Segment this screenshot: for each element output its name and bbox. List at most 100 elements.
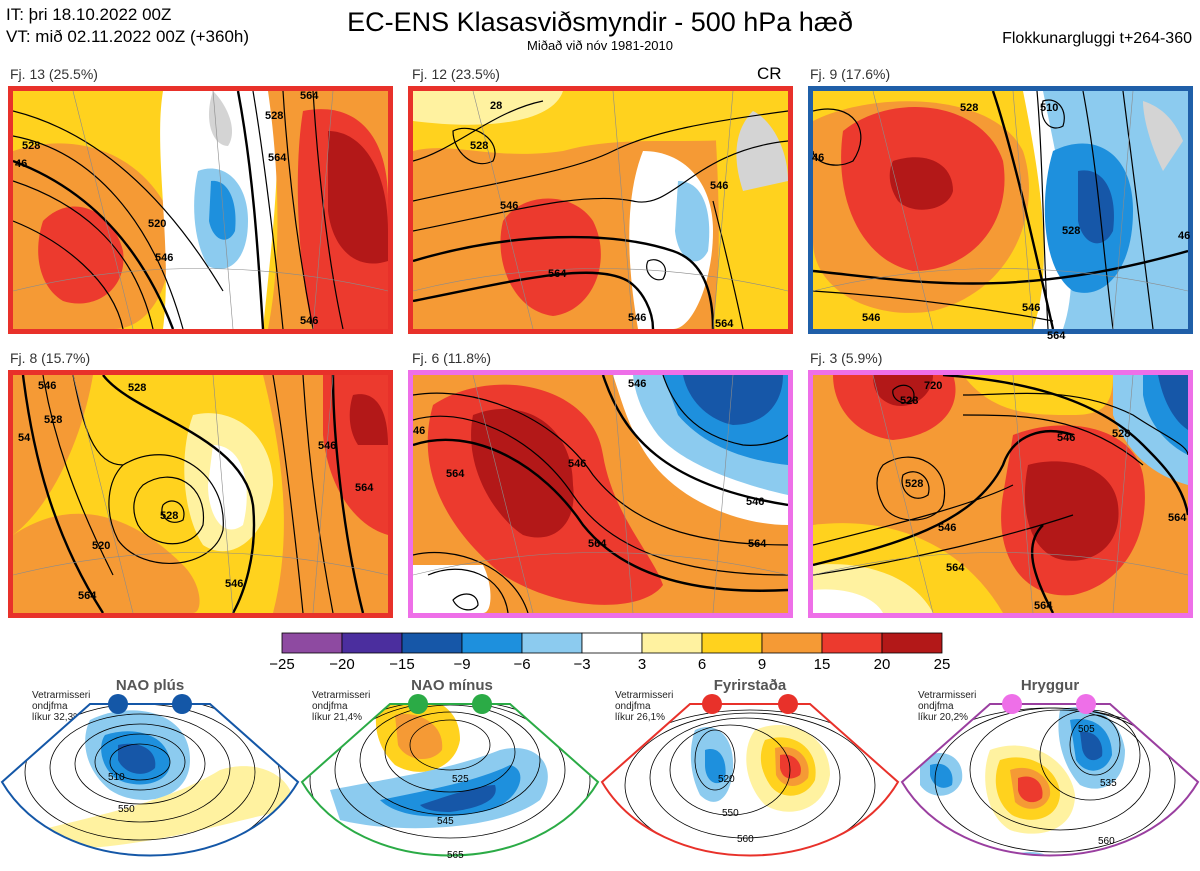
init-time: IT: þri 18.10.2022 00Z xyxy=(6,5,172,24)
cluster-map-3[interactable] xyxy=(808,370,1193,618)
contour-label: 528 xyxy=(44,414,63,426)
anomaly-map xyxy=(413,375,788,613)
colorbar-tick-label: 9 xyxy=(757,656,767,673)
contour-label: 564 xyxy=(748,538,767,550)
contour-label: 528 xyxy=(900,395,919,407)
contour-label: 564 xyxy=(946,562,965,574)
regime-title-blocking: Fyrirstaða xyxy=(713,677,787,694)
contour-label: 564 xyxy=(1047,330,1066,342)
classification-window: Flokkunargluggi t+264-360 xyxy=(1002,30,1192,47)
colorbar-cell xyxy=(401,632,463,654)
contour-label: 564 xyxy=(715,318,734,330)
contour-label: 528 xyxy=(1112,428,1131,440)
contour-label: 550 xyxy=(118,804,135,815)
contour-label: 546 xyxy=(1022,302,1041,314)
regime-note-blocking: Vetrarmisseri ondjfma líkur 26,1% xyxy=(615,690,674,723)
colorbar xyxy=(281,632,943,654)
regime-note-nao-plus: Vetrarmisseri ondjfma líkur 32,3% xyxy=(32,690,91,723)
colorbar-tick-label: 15 xyxy=(813,656,831,673)
colorbar-tick-label: 6 xyxy=(697,656,707,673)
contour-label: 560 xyxy=(737,834,754,845)
contour-label: 564 xyxy=(1034,600,1053,612)
colorbar-tick-label: 25 xyxy=(933,656,951,673)
contour-label: 546 xyxy=(710,180,729,192)
contour-label: 546 xyxy=(628,378,647,390)
anomaly-map xyxy=(13,375,388,613)
regime-maps: 510 550 525 545 565 520 550 xyxy=(0,694,1200,861)
regime-map-ridge xyxy=(902,704,1198,856)
anomaly-map xyxy=(813,91,1188,329)
colorbar-cell xyxy=(461,632,523,654)
contour-label: 546 xyxy=(938,522,957,534)
contour-label: 546 xyxy=(628,312,647,324)
colorbar-tick-label: 20 xyxy=(873,656,891,673)
contour-label: 54 xyxy=(18,432,31,444)
colorbar-cell xyxy=(281,632,343,654)
contour-label: 546 xyxy=(746,496,765,508)
colorbar-tick-label: −9 xyxy=(453,656,471,673)
cluster-map-13[interactable] xyxy=(8,86,393,334)
contour-label: 546 xyxy=(155,252,174,264)
contour-label: 28 xyxy=(490,100,503,112)
contour-label: 564 xyxy=(268,152,287,164)
contour-label: 46 xyxy=(1178,230,1191,242)
colorbar-tick-label: 3 xyxy=(637,656,647,673)
page-title: EC-ENS Klasasviðsmyndir - 500 hPa hæð xyxy=(347,7,853,37)
contour-label: 528 xyxy=(960,102,979,114)
contour-label: 546 xyxy=(500,200,519,212)
colorbar-cell xyxy=(881,632,943,654)
contour-label: 564 xyxy=(1168,512,1187,524)
contour-label: 510 xyxy=(108,772,125,783)
contour-label: 528 xyxy=(470,140,489,152)
contour-label: 546 xyxy=(225,578,244,590)
contour-label: 565 xyxy=(447,850,464,861)
contour-label: 528 xyxy=(1062,225,1081,237)
contour-label: 564 xyxy=(548,268,567,280)
contour-label: 546 xyxy=(300,315,319,327)
contour-label: 46 xyxy=(812,152,825,164)
colorbar-cell xyxy=(341,632,403,654)
control-run-marker: CR xyxy=(757,64,782,83)
contour-label: 528 xyxy=(265,110,284,122)
valid-time: VT: mið 02.11.2022 00Z (+360h) xyxy=(6,27,250,46)
cluster-map-9[interactable] xyxy=(808,86,1193,334)
contour-label: 546 xyxy=(568,458,587,470)
contour-label: 560 xyxy=(1098,836,1115,847)
colorbar-tick-label: −25 xyxy=(269,656,295,673)
colorbar-cell xyxy=(761,632,823,654)
cluster-map-8[interactable] xyxy=(8,370,393,618)
contour-label: 525 xyxy=(452,774,469,785)
colorbar-tick-label: −15 xyxy=(389,656,415,673)
contour-label: 510 xyxy=(1040,102,1059,114)
contour-label: 46 xyxy=(413,425,426,437)
cluster-map-6[interactable] xyxy=(408,370,793,618)
cluster-label-3: Fj. 9 (17.6%) xyxy=(810,66,891,82)
cluster-map-12[interactable] xyxy=(408,86,793,334)
contour-label: 720 xyxy=(924,380,943,392)
regime-map-nao-plus xyxy=(2,704,298,856)
contour-label: 505 xyxy=(1078,724,1095,735)
contour-label: 528 xyxy=(160,510,179,522)
cluster-label-6: Fj. 3 (5.9%) xyxy=(810,350,883,366)
contour-label: 564 xyxy=(588,538,607,550)
contour-label: 564 xyxy=(446,468,465,480)
contour-label: 550 xyxy=(722,808,739,819)
regime-title-ridge: Hryggur xyxy=(1020,677,1080,694)
cluster-label-2: Fj. 12 (23.5%) xyxy=(412,66,500,82)
colorbar-cell xyxy=(821,632,883,654)
page-subtitle: Miðað við nóv 1981-2010 xyxy=(527,38,673,53)
contour-label: 546 xyxy=(318,440,337,452)
anomaly-map xyxy=(13,91,388,329)
contour-label: 564 xyxy=(355,482,374,494)
anomaly-map xyxy=(413,91,788,329)
cluster-label-5: Fj. 6 (11.8%) xyxy=(412,350,492,366)
colorbar-tick-label: −6 xyxy=(513,656,531,673)
colorbar-tick-label: −20 xyxy=(329,656,355,673)
regime-note-ridge: Vetrarmisseri ondjfma líkur 20,2% xyxy=(918,690,977,723)
colorbar-tick-label: −3 xyxy=(573,656,591,673)
contour-label: 528 xyxy=(22,140,41,152)
contour-label: 546 xyxy=(862,312,881,324)
anomaly-map xyxy=(813,375,1188,613)
cluster-label-1: Fj. 13 (25.5%) xyxy=(10,66,98,82)
contour-label: 546 xyxy=(1057,432,1076,444)
